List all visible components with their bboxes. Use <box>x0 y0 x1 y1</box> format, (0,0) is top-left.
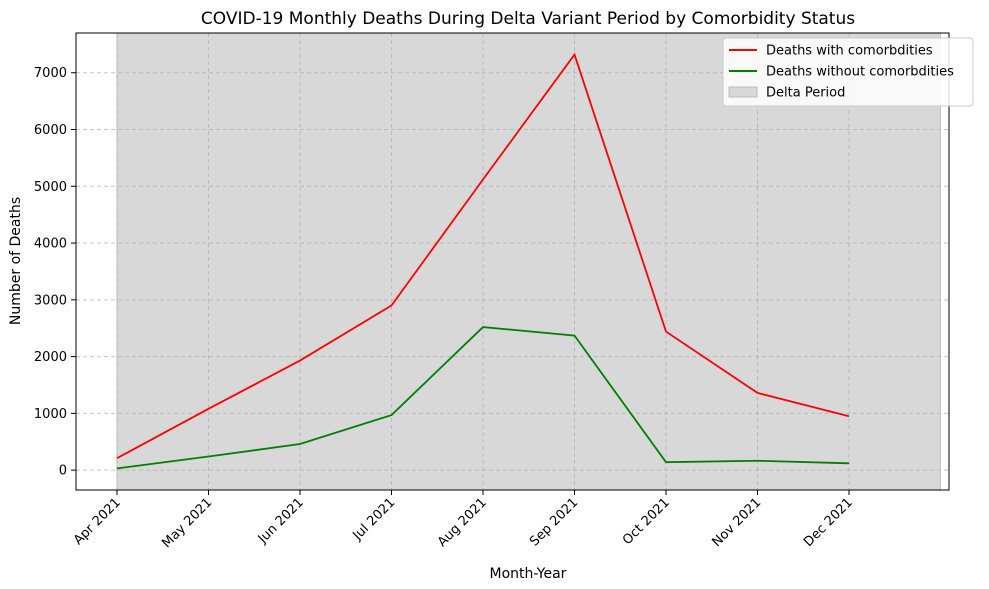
legend-label: Deaths without comorbdities <box>766 65 954 80</box>
y-tick-label: 7000 <box>34 66 67 81</box>
y-tick-label: 3000 <box>34 293 67 308</box>
series-line-1 <box>116 52 850 460</box>
chart-title: COVID-19 Monthly Deaths During Delta Var… <box>201 9 855 29</box>
y-tick-label: 6000 <box>34 123 67 138</box>
legend-label: Delta Period <box>766 86 845 101</box>
legend-box <box>722 37 974 107</box>
y-tick-label: 1000 <box>34 407 67 422</box>
y-axis-label: Number of Deaths <box>8 197 24 325</box>
y-tick-label: 0 <box>59 464 67 479</box>
x-axis-label: Month-Year <box>490 566 567 582</box>
legend-label: Deaths with comorbdities <box>766 44 933 59</box>
series-line-2 <box>116 326 850 470</box>
legend: Deaths with comorbdities Deaths without c… <box>722 37 974 107</box>
y-tick-label: 2000 <box>34 350 67 365</box>
y-tick-label: 5000 <box>34 180 67 195</box>
plot-frame <box>75 32 950 491</box>
y-tick-label: 4000 <box>34 237 67 252</box>
legend-swatch <box>728 86 758 98</box>
